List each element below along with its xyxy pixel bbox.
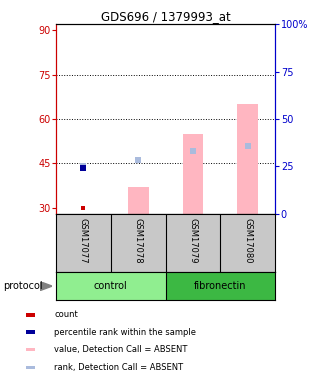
FancyBboxPatch shape (26, 330, 35, 334)
Bar (183, 134, 204, 214)
Text: control: control (94, 281, 128, 291)
Text: fibronectin: fibronectin (194, 281, 247, 291)
Text: percentile rank within the sample: percentile rank within the sample (54, 328, 196, 337)
Text: GSM17078: GSM17078 (134, 218, 143, 264)
FancyBboxPatch shape (26, 313, 35, 317)
FancyBboxPatch shape (26, 348, 35, 351)
Text: count: count (54, 310, 78, 320)
Bar (56, 273, 166, 300)
Text: GSM17077: GSM17077 (79, 218, 88, 264)
Bar (237, 104, 258, 214)
Text: GSM17080: GSM17080 (243, 218, 252, 264)
Title: GDS696 / 1379993_at: GDS696 / 1379993_at (101, 10, 230, 23)
Bar (166, 273, 275, 300)
Text: value, Detection Call = ABSENT: value, Detection Call = ABSENT (54, 345, 188, 354)
Polygon shape (40, 282, 52, 291)
Text: protocol: protocol (3, 281, 43, 291)
Bar (128, 187, 148, 214)
Text: rank, Detection Call = ABSENT: rank, Detection Call = ABSENT (54, 363, 184, 372)
FancyBboxPatch shape (26, 366, 35, 369)
Text: GSM17079: GSM17079 (188, 218, 197, 264)
